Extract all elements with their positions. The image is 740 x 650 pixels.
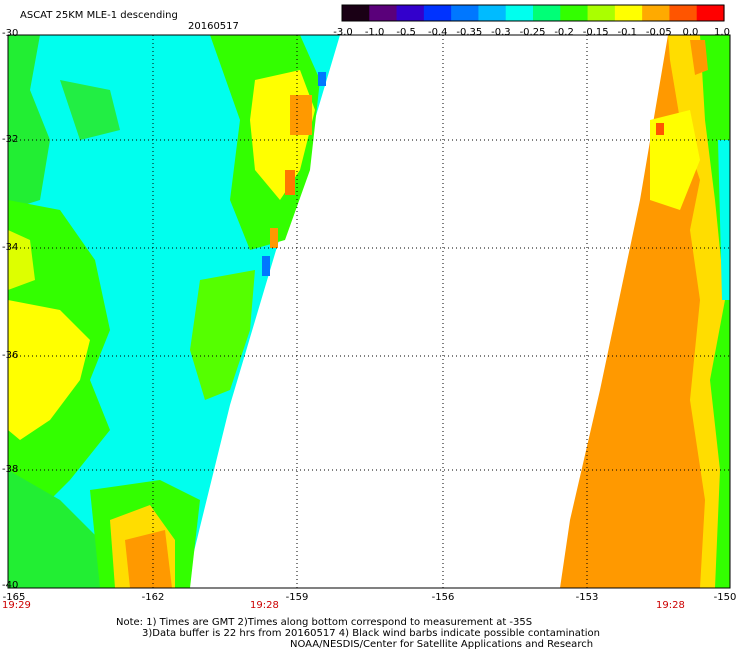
lat-label: -40	[2, 580, 19, 591]
colorbar-tick-label: -0.2	[554, 27, 574, 38]
colorbar	[341, 4, 725, 22]
product-title: ASCAT 25KM MLE-1 descending	[20, 10, 178, 21]
lat-label: -36	[2, 350, 19, 361]
lat-label: -34	[2, 242, 19, 253]
right-swath	[560, 35, 730, 588]
colorbar-tick-label: -1.0	[364, 27, 385, 38]
colorbar-tick-label: -0.05	[645, 27, 672, 38]
colorbar-segment	[451, 5, 480, 21]
colorbar-segment	[642, 5, 671, 21]
lat-label: -30	[2, 28, 19, 39]
colorbar-segment	[614, 5, 643, 21]
colorbar-tick-label: 1.0	[714, 27, 730, 38]
colorbar-segment	[533, 5, 561, 21]
colorbar-tick-label: -0.35	[456, 27, 483, 38]
colorbar-segment	[505, 5, 534, 21]
colorbar-segment	[696, 5, 725, 21]
lat-label: -38	[2, 464, 19, 475]
colorbar-tick-label: -0.1	[617, 27, 638, 38]
lon-label: -156	[431, 592, 455, 603]
colorbar-tick-label: -0.4	[427, 27, 448, 38]
colorbar-segment	[587, 5, 616, 21]
note-line-3: NOAA/NESDIS/Center for Satellite Applica…	[290, 639, 594, 650]
colorbar-tick-label: -0.15	[582, 27, 609, 38]
colorbar-tick-label: 0.0	[682, 27, 699, 38]
time-label: 19:28	[656, 600, 685, 611]
colorbar-segment	[478, 5, 507, 21]
lat-label: -32	[2, 134, 19, 145]
colorbar-tick-label: -0.25	[519, 27, 546, 38]
lon-label: -165	[2, 592, 26, 603]
colorbar-segment	[423, 5, 452, 21]
map-area	[8, 35, 730, 588]
colorbar-tick-label: -0.3	[491, 27, 511, 38]
colorbar-segment	[369, 5, 398, 21]
lon-label: -162	[141, 592, 165, 603]
graticule	[8, 35, 730, 588]
product-date: 20160517	[188, 21, 239, 32]
colorbar-segment	[396, 5, 425, 21]
time-label: 19:28	[250, 600, 279, 611]
note-line-1: Note: 1) Times are GMT 2)Times along bot…	[116, 617, 533, 628]
colorbar-segment	[669, 5, 698, 21]
colorbar-segment	[342, 5, 370, 21]
left-swath	[8, 35, 340, 588]
note-line-2: 3)Data buffer is 22 hrs from 20160517 4)…	[142, 628, 600, 639]
lon-label: -153	[575, 592, 599, 603]
colorbar-segment	[560, 5, 589, 21]
lon-label: -159	[285, 592, 309, 603]
colorbar-tick-label: -0.5	[396, 27, 416, 38]
colorbar-tick-label: -3.0	[333, 27, 353, 38]
lon-label: -150	[713, 592, 737, 603]
time-label: 19:29	[2, 600, 31, 611]
